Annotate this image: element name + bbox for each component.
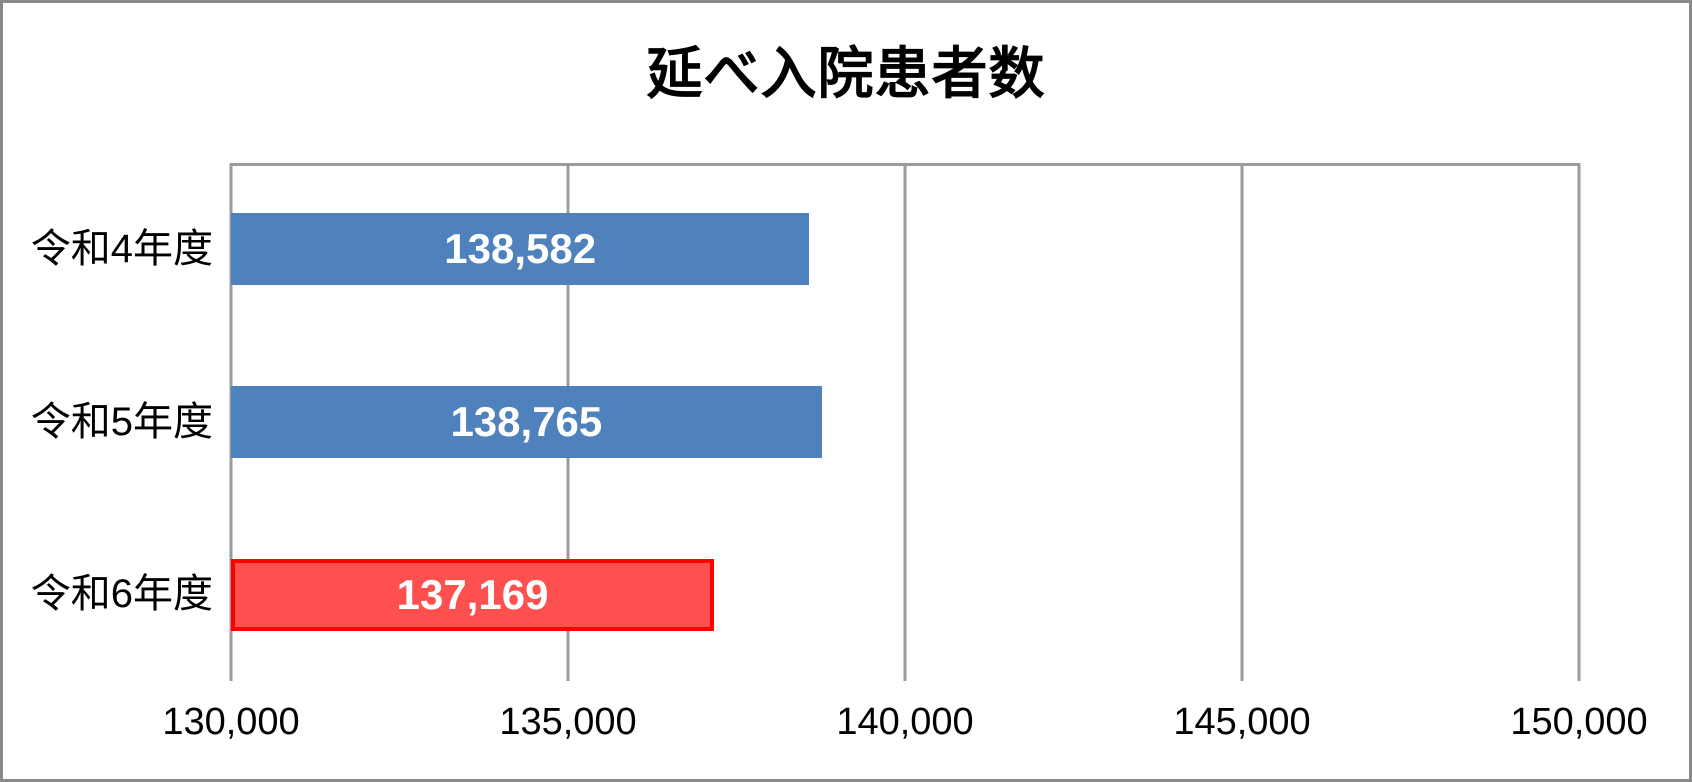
chart-title: 延べ入院患者数: [646, 42, 1046, 105]
y-category-label: 令和5年度: [30, 399, 213, 444]
x-tick-label: 130,000: [162, 701, 300, 743]
x-tick-label: 140,000: [836, 701, 974, 743]
x-tick-label: 150,000: [1510, 701, 1648, 743]
bar-data-label: 137,169: [396, 570, 549, 618]
bar-row: 137,169: [231, 508, 1579, 681]
y-category-label: 令和6年度: [30, 572, 213, 617]
x-axis-labels: 130,000 135,000 140,000 145,000 150,000: [3, 701, 1689, 761]
plot-top-border-line: [231, 163, 1579, 166]
bar-data-label: 138,582: [444, 225, 597, 273]
gridline: [1240, 163, 1244, 681]
y-axis-labels: 令和4年度令和5年度令和6年度: [21, 163, 213, 681]
bar-row: 138,582: [231, 163, 1579, 336]
bar-data-label: 138,765: [450, 397, 603, 445]
bar-令和4年度: 138,582: [231, 213, 810, 286]
gridline: [903, 163, 907, 681]
bar-row: 138,765: [231, 336, 1579, 509]
x-tick-label: 145,000: [1173, 701, 1311, 743]
x-tick-label: 135,000: [499, 701, 637, 743]
bar-令和6年度: 137,169: [231, 558, 715, 631]
bar-令和5年度: 138,765: [231, 385, 822, 458]
gridline: [1577, 163, 1581, 681]
plot-area: 138,582 138,765 137,169: [229, 163, 1581, 681]
y-category-label: 令和4年度: [30, 227, 213, 271]
